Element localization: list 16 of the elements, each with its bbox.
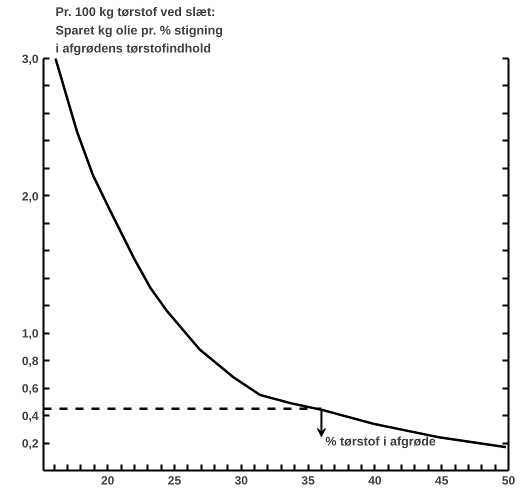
x-tick-label: 25 bbox=[168, 474, 182, 488]
y-tick-label: 1,0 bbox=[22, 326, 39, 341]
x-tick-label: 20 bbox=[100, 474, 115, 488]
y-tick-label: 2,0 bbox=[22, 189, 39, 204]
y-tick-label: 0,8 bbox=[22, 354, 39, 368]
chart-title: Pr. 100 kg tørstof ved slæt: Sparet kg olie pr. % stigning i afgrødens tørstofindhold bbox=[56, 5, 223, 56]
x-tick-label: 30 bbox=[234, 474, 248, 488]
annotation: % tørstof i afgrøde bbox=[325, 434, 436, 449]
y-tick-label: 0,2 bbox=[22, 436, 39, 451]
y-tick-label: 0,4 bbox=[22, 409, 39, 424]
x-tick-label: 45 bbox=[435, 474, 449, 488]
y-tick-label: 0,6 bbox=[22, 382, 39, 396]
x-tick-label: 40 bbox=[368, 474, 382, 488]
y-tick-label: 3,0 bbox=[22, 52, 39, 66]
x-tick-label: 50 bbox=[502, 474, 516, 488]
x-tick-label: 35 bbox=[301, 474, 316, 488]
